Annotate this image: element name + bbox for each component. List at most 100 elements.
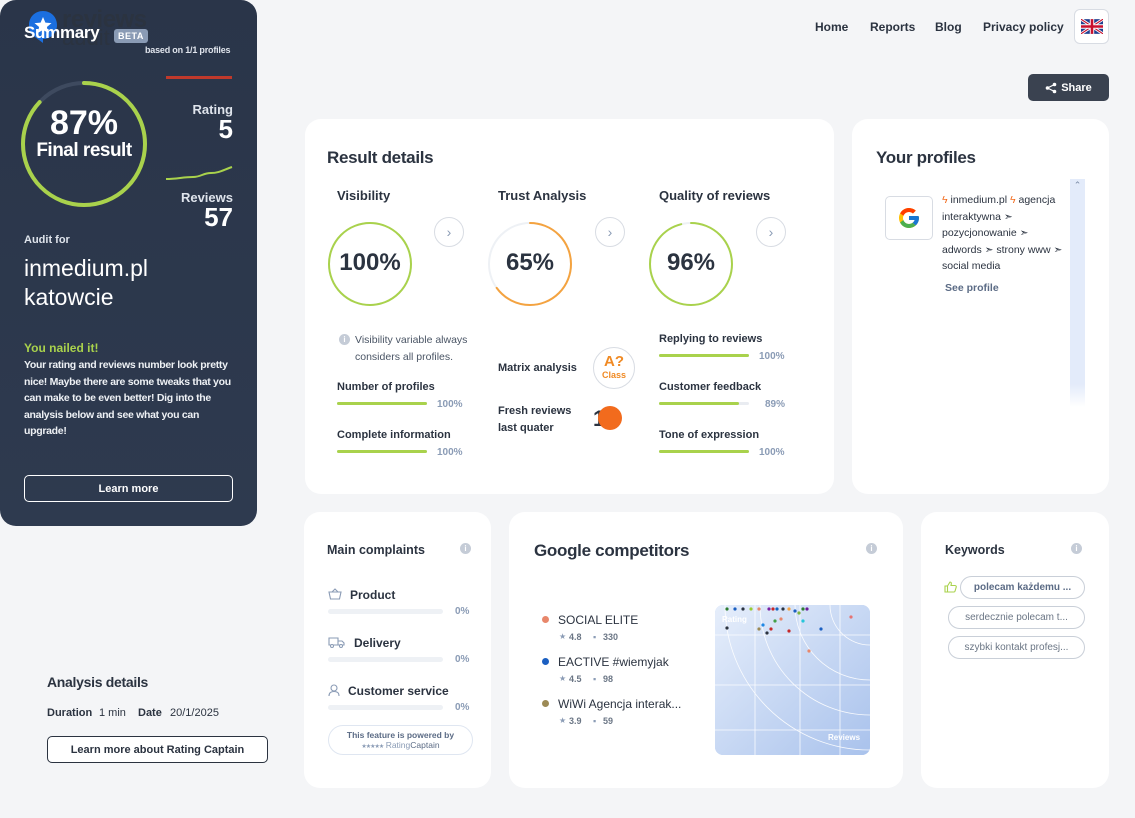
competitor-point (765, 631, 769, 635)
trust-percent: 65% (505, 249, 555, 276)
competitor-reviews: 98 (603, 674, 614, 684)
date-value: 20/1/2025 (170, 707, 219, 719)
competitor-item: SOCIAL ELITE ★ 4.8 ▪ 330 (542, 613, 702, 651)
competitor-point (801, 619, 805, 623)
complete-information-percent: 100% (437, 447, 463, 458)
competitor-point (749, 607, 753, 611)
rating-captain-button[interactable]: Learn more about Rating Captain (47, 736, 268, 763)
competitor-name: SOCIAL ELITE (558, 613, 639, 627)
duration-value: 1 min (99, 707, 126, 719)
matrix-grade: A? (604, 353, 624, 370)
logo-word-audit: audit (62, 25, 110, 50)
quality-gauge (649, 222, 733, 306)
visibility-expand-button[interactable]: › (434, 217, 464, 247)
info-icon[interactable]: i (1071, 543, 1082, 554)
fresh-reviews-label-1: Fresh reviews (498, 405, 572, 417)
customer-feedback-label: Customer feedback (659, 381, 762, 393)
see-profile-link[interactable]: See profile (945, 282, 999, 294)
rating-divider (166, 76, 232, 79)
competitor-point (757, 627, 761, 631)
google-icon (899, 208, 919, 228)
result-details-card: Result details Visibility › 100% i Visib… (305, 119, 834, 494)
nav-reports[interactable]: Reports (870, 20, 916, 34)
truck-icon (328, 637, 345, 648)
rating-captain-stars: ★★★★★ (361, 744, 384, 750)
visibility-percent: 100% (339, 249, 401, 276)
number-of-profiles-percent: 100% (437, 399, 463, 410)
competitor-name: EACTIVE #wiemyjak (558, 655, 669, 669)
competitor-point (797, 611, 801, 615)
nav-privacy-policy[interactable]: Privacy policy (983, 20, 1064, 34)
keyword-chip[interactable]: serdecznie polecam t... (948, 606, 1085, 629)
competitors-chart: Rating Reviews (715, 605, 870, 755)
share-label: Share (1061, 81, 1092, 94)
logo-star-icon (29, 11, 57, 43)
tone-label: Tone of expression (659, 429, 760, 441)
comment-icon: ▪ (593, 632, 597, 642)
competitor-point (767, 607, 771, 611)
nav-blog[interactable]: Blog (935, 20, 962, 34)
nav-home[interactable]: Home (815, 20, 849, 34)
duration-label: Duration (47, 707, 93, 719)
trust-analysis-title: Trust Analysis (498, 188, 587, 203)
beta-badge: BETA (114, 29, 148, 43)
competitor-rating: 3.9 (569, 716, 582, 726)
bolt-icon: ϟ (942, 194, 948, 206)
logo[interactable]: reviews audit BETA (28, 6, 158, 50)
competitor-point (757, 607, 761, 611)
matrix-class-badge: A? Class (593, 347, 635, 389)
star-icon: ★ (559, 716, 567, 725)
comment-icon: ▪ (593, 674, 597, 684)
competitor-point (801, 607, 805, 611)
info-icon[interactable]: i (460, 543, 471, 554)
competitor-reviews: 59 (603, 716, 614, 726)
competitor-point (741, 607, 745, 611)
profile-description: ϟ inmedium.pl ϟ agencja interaktywna ➣ p… (942, 192, 1067, 275)
chart-y-label: Rating (722, 615, 747, 624)
powered-by-badge[interactable]: This feature is powered by ★★★★★ RatingC… (328, 725, 473, 755)
complaint-customer-service-label: Customer service (348, 684, 449, 698)
customer-feedback-bar (659, 402, 749, 405)
star-icon: ★ (559, 674, 567, 683)
learn-more-button[interactable]: Learn more (24, 475, 233, 502)
competitor-point (849, 615, 853, 619)
fresh-reviews-label-2: last quater (498, 422, 554, 434)
replying-percent: 100% (759, 351, 785, 362)
complaint-product-label: Product (350, 588, 396, 602)
chart-x-label: Reviews (828, 733, 861, 742)
competitor-point (761, 623, 765, 627)
complaint-delivery-label: Delivery (354, 636, 401, 650)
trust-expand-button[interactable]: › (595, 217, 625, 247)
nailed-it-heading: You nailed it! (24, 341, 99, 355)
competitor-color-dot (542, 616, 549, 623)
profile-name: inmedium.pl (950, 194, 1008, 206)
competitor-point (771, 607, 775, 611)
google-competitors-card: Google competitors i Rating Reviews SOCI… (509, 512, 903, 788)
complaint-delivery-bar (328, 657, 443, 662)
info-icon[interactable]: i (866, 543, 877, 554)
competitor-point (787, 629, 791, 633)
main-complaints-title: Main complaints (327, 543, 425, 557)
chevron-right-icon: › (446, 224, 452, 240)
profiles-scrollbar[interactable]: ⌃ (1070, 179, 1085, 407)
competitor-point (819, 627, 823, 631)
your-profiles-title: Your profiles (876, 148, 976, 167)
competitors-chart-svg (715, 605, 870, 755)
competitor-point (725, 626, 729, 630)
quality-percent: 96% (666, 249, 716, 276)
trust-gauge (488, 222, 572, 306)
keyword-chip[interactable]: polecam każdemu ... (960, 576, 1085, 599)
quality-expand-button[interactable]: › (756, 217, 786, 247)
result-details-title: Result details (327, 148, 434, 167)
language-switcher[interactable] (1074, 9, 1109, 44)
matrix-analysis-label: Matrix analysis (498, 362, 577, 374)
reviews-label: Reviews (180, 190, 233, 205)
tone-percent: 100% (759, 447, 785, 458)
share-button[interactable]: Share (1028, 74, 1109, 101)
keyword-chip[interactable]: szybki kontakt profesj... (948, 636, 1085, 659)
person-icon (328, 684, 340, 697)
competitor-color-dot (542, 700, 549, 707)
competitor-point (807, 649, 811, 653)
quality-title: Quality of reviews (659, 188, 771, 203)
complaint-customer-service-bar (328, 705, 443, 710)
